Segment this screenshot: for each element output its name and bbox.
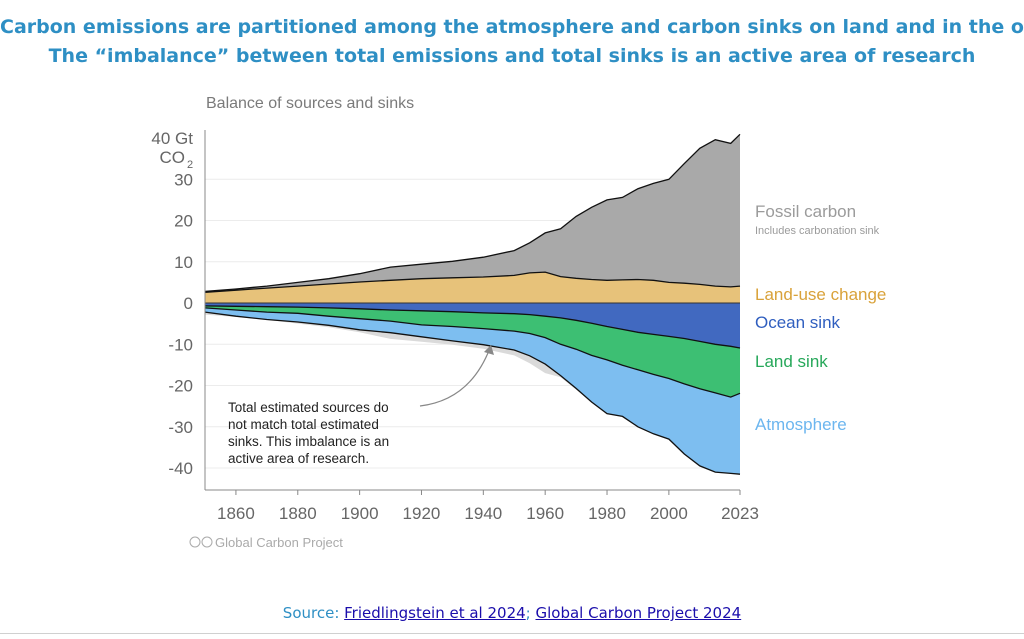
series-outline [204,133,741,293]
legend-atmosphere: Atmosphere [755,415,847,434]
headline-line-1: Carbon emissions are partitioned among t… [0,16,1024,38]
y-tick-label: 30 [174,170,193,189]
x-tick-label: 1940 [464,504,502,523]
legend-fossil-carbon: Fossil carbon [755,202,856,221]
x-tick-label: 1960 [526,504,564,523]
credit: Global Carbon Project [189,535,343,550]
area-series [204,133,741,475]
x-tick-label: 1900 [341,504,379,523]
land-use-change-area [205,272,740,303]
series-outline [204,271,741,293]
y-tick-label: -10 [168,335,193,354]
y-axis-unit-label: CO [160,148,186,167]
y-axis-top-label: 40 Gt [151,129,193,148]
x-tick-label: 1980 [588,504,626,523]
credit-text: Global Carbon Project [215,535,343,550]
source-link-friedlingstein[interactable]: Friedlingstein et al 2024 [344,604,526,622]
source-line: Source: Friedlingstein et al 2024; Globa… [0,604,1024,622]
atmosphere-area [205,307,740,475]
y-tick-label: 10 [174,253,193,272]
legend-ocean-sink: Ocean sink [755,313,841,332]
bottom-divider [0,633,1024,634]
cc-license-icon [189,536,201,548]
fossil-carbon-area [205,134,740,293]
series-outline [204,305,741,349]
legend-fossil-carbon-note: Includes carbonation sink [755,225,880,237]
source-prefix: Source: [282,604,345,622]
axes: 30 20 10 0 -10 -20 -30 -40 1860 1880 1900 1920 1940 1… [168,130,759,523]
ocean-sink-area [205,303,740,348]
series-outline [204,307,741,398]
source-separator: ; [525,604,536,622]
x-tick-label: 1860 [217,504,255,523]
x-tick-label: 2000 [650,504,688,523]
x-tick-label: 2023 [721,504,759,523]
legend-land-use-change: Land-use change [755,285,886,304]
legend-land-sink: Land sink [755,352,828,371]
x-tick-label: 1880 [279,504,317,523]
chart-title: Balance of sources and sinks [206,95,414,112]
y-tick-label: -30 [168,418,193,437]
series-outline [204,311,741,475]
source-link-gcp[interactable]: Global Carbon Project 2024 [535,604,742,622]
y-tick-label: 0 [184,294,193,313]
y-axis-unit-subscript: 2 [187,159,193,171]
headline-line-2: The “imbalance” between total emissions … [48,45,976,67]
imbalance-area [205,312,740,475]
by-license-icon [201,536,213,548]
x-tick-label: 1920 [403,504,441,523]
annotation-arrow [419,347,491,407]
y-tick-label: 20 [174,212,193,231]
annotation-arrowhead [484,345,494,355]
y-tick-label: -20 [168,377,193,396]
imbalance-annotation: Total estimated sources do not match tota… [228,400,389,466]
y-tick-label: -40 [168,459,193,478]
land-sink-area [205,305,740,398]
